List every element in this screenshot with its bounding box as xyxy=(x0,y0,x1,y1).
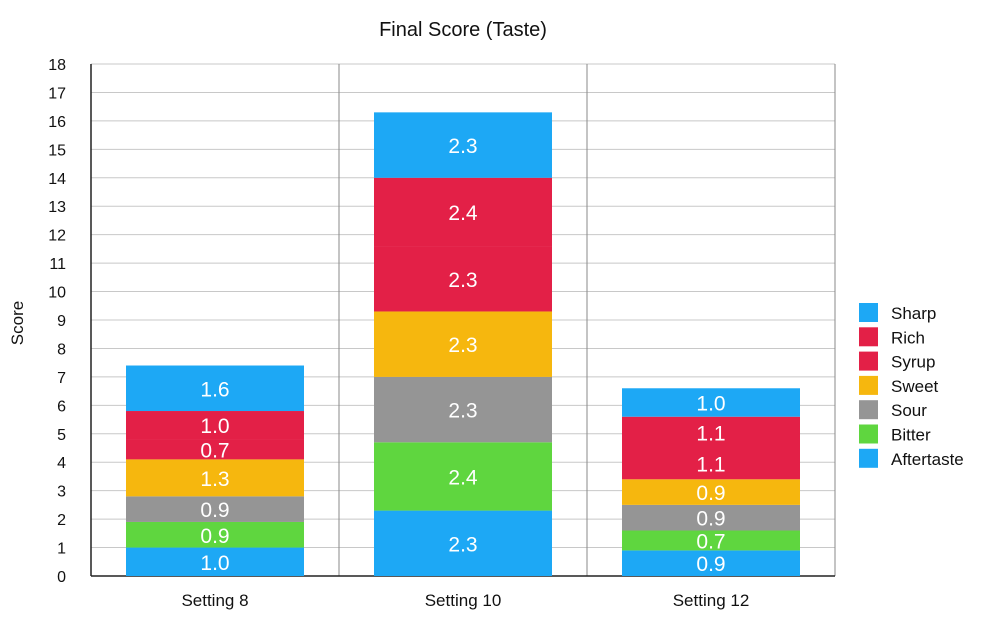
x-category-label: Setting 8 xyxy=(181,591,248,610)
data-label: 0.9 xyxy=(200,525,229,548)
bar-segment-rich xyxy=(126,411,304,440)
bar-segment-sour xyxy=(622,504,800,531)
bar-segment-aftertaste xyxy=(126,547,304,576)
chart-title: Final Score (Taste) xyxy=(379,19,547,41)
bar-segment-syrup xyxy=(126,439,304,460)
y-tick-label: 3 xyxy=(57,484,66,501)
bar-segment-sweet xyxy=(126,459,304,497)
bar-segment-sour xyxy=(126,496,304,522)
legend-label: Syrup xyxy=(891,353,935,372)
legend-swatch xyxy=(859,303,878,322)
bar-segment-sharp xyxy=(126,365,304,412)
bar-segment-rich xyxy=(622,416,800,448)
legend: Sharp Rich Syrup Sweet Sour Bitter Aftertaste xyxy=(859,303,964,469)
y-tick-label: 12 xyxy=(48,228,66,245)
x-axis-categories: Setting 8 Setting 10 Setting 12 xyxy=(181,591,749,610)
data-label: 2.3 xyxy=(448,269,477,292)
legend-swatch xyxy=(859,351,878,371)
data-label: 1.3 xyxy=(200,468,229,491)
legend-swatch xyxy=(859,448,878,468)
data-label: 2.3 xyxy=(448,334,477,357)
legend-label: Rich xyxy=(891,328,925,347)
data-label: 0.7 xyxy=(200,439,229,462)
y-tick-label: 14 xyxy=(48,171,66,188)
data-label: 0.9 xyxy=(696,508,725,531)
bars: 1.00.90.91.30.71.01.62.32.42.32.32.32.42… xyxy=(126,112,800,576)
data-label: 0.9 xyxy=(696,482,725,505)
bar-segment-sour xyxy=(374,376,552,443)
legend-label: Aftertaste xyxy=(891,450,964,469)
bar-segment-bitter xyxy=(126,521,304,548)
bar-segment-sharp xyxy=(374,112,552,178)
y-tick-label: 17 xyxy=(48,85,66,102)
y-tick-label: 10 xyxy=(48,285,66,302)
bar-segment-aftertaste xyxy=(374,510,552,576)
y-tick-label: 18 xyxy=(48,57,66,74)
data-label: 1.6 xyxy=(200,378,229,401)
data-label: 2.3 xyxy=(448,400,477,423)
data-label: 1.0 xyxy=(696,392,725,415)
y-tick-label: 7 xyxy=(57,370,66,387)
data-label: 1.0 xyxy=(200,552,229,575)
data-label: 2.3 xyxy=(448,533,477,556)
data-label: 1.0 xyxy=(200,415,229,438)
legend-label: Sour xyxy=(891,401,927,420)
x-category-label: Setting 12 xyxy=(673,591,750,610)
y-tick-label: 13 xyxy=(48,199,66,216)
bar-segment-syrup xyxy=(622,448,800,480)
data-label: 2.4 xyxy=(448,466,478,489)
legend-label: Sharp xyxy=(891,304,936,323)
y-tick-label: 16 xyxy=(48,114,66,131)
y-tick-label: 8 xyxy=(57,341,66,358)
legend-swatch xyxy=(859,375,878,395)
x-category-label: Setting 10 xyxy=(425,591,502,610)
bar-segment-sweet xyxy=(622,479,800,505)
legend-swatch xyxy=(859,424,878,444)
data-label: 1.1 xyxy=(696,422,725,445)
bar-segment-aftertaste xyxy=(622,550,800,576)
y-tick-label: 2 xyxy=(57,512,66,529)
bar-segment-bitter xyxy=(374,442,552,511)
legend-label: Sweet xyxy=(891,377,939,396)
y-tick-label: 1 xyxy=(57,541,66,558)
bar-segment-syrup xyxy=(374,246,552,312)
y-tick-label: 6 xyxy=(57,398,66,415)
y-tick-label: 9 xyxy=(57,313,66,330)
y-tick-label: 4 xyxy=(57,455,66,472)
bar-segment-sharp xyxy=(622,388,800,417)
y-axis-label: Score xyxy=(8,301,27,345)
data-label: 1.1 xyxy=(696,454,725,477)
bar-segment-sweet xyxy=(374,311,552,377)
bar-segment-bitter xyxy=(622,530,800,551)
legend-label: Bitter xyxy=(891,426,931,445)
data-label: 0.9 xyxy=(696,553,725,576)
y-tick-label: 5 xyxy=(57,427,66,444)
y-tick-label: 15 xyxy=(48,142,66,159)
data-label: 2.4 xyxy=(448,202,478,225)
y-tick-label: 0 xyxy=(57,569,66,586)
data-label: 0.7 xyxy=(696,530,725,553)
y-tick-label: 11 xyxy=(49,256,66,273)
data-label: 2.3 xyxy=(448,135,477,158)
legend-swatch xyxy=(859,400,878,420)
data-label: 0.9 xyxy=(200,499,229,522)
legend-swatch xyxy=(859,327,878,347)
bar-segment-rich xyxy=(374,177,552,247)
